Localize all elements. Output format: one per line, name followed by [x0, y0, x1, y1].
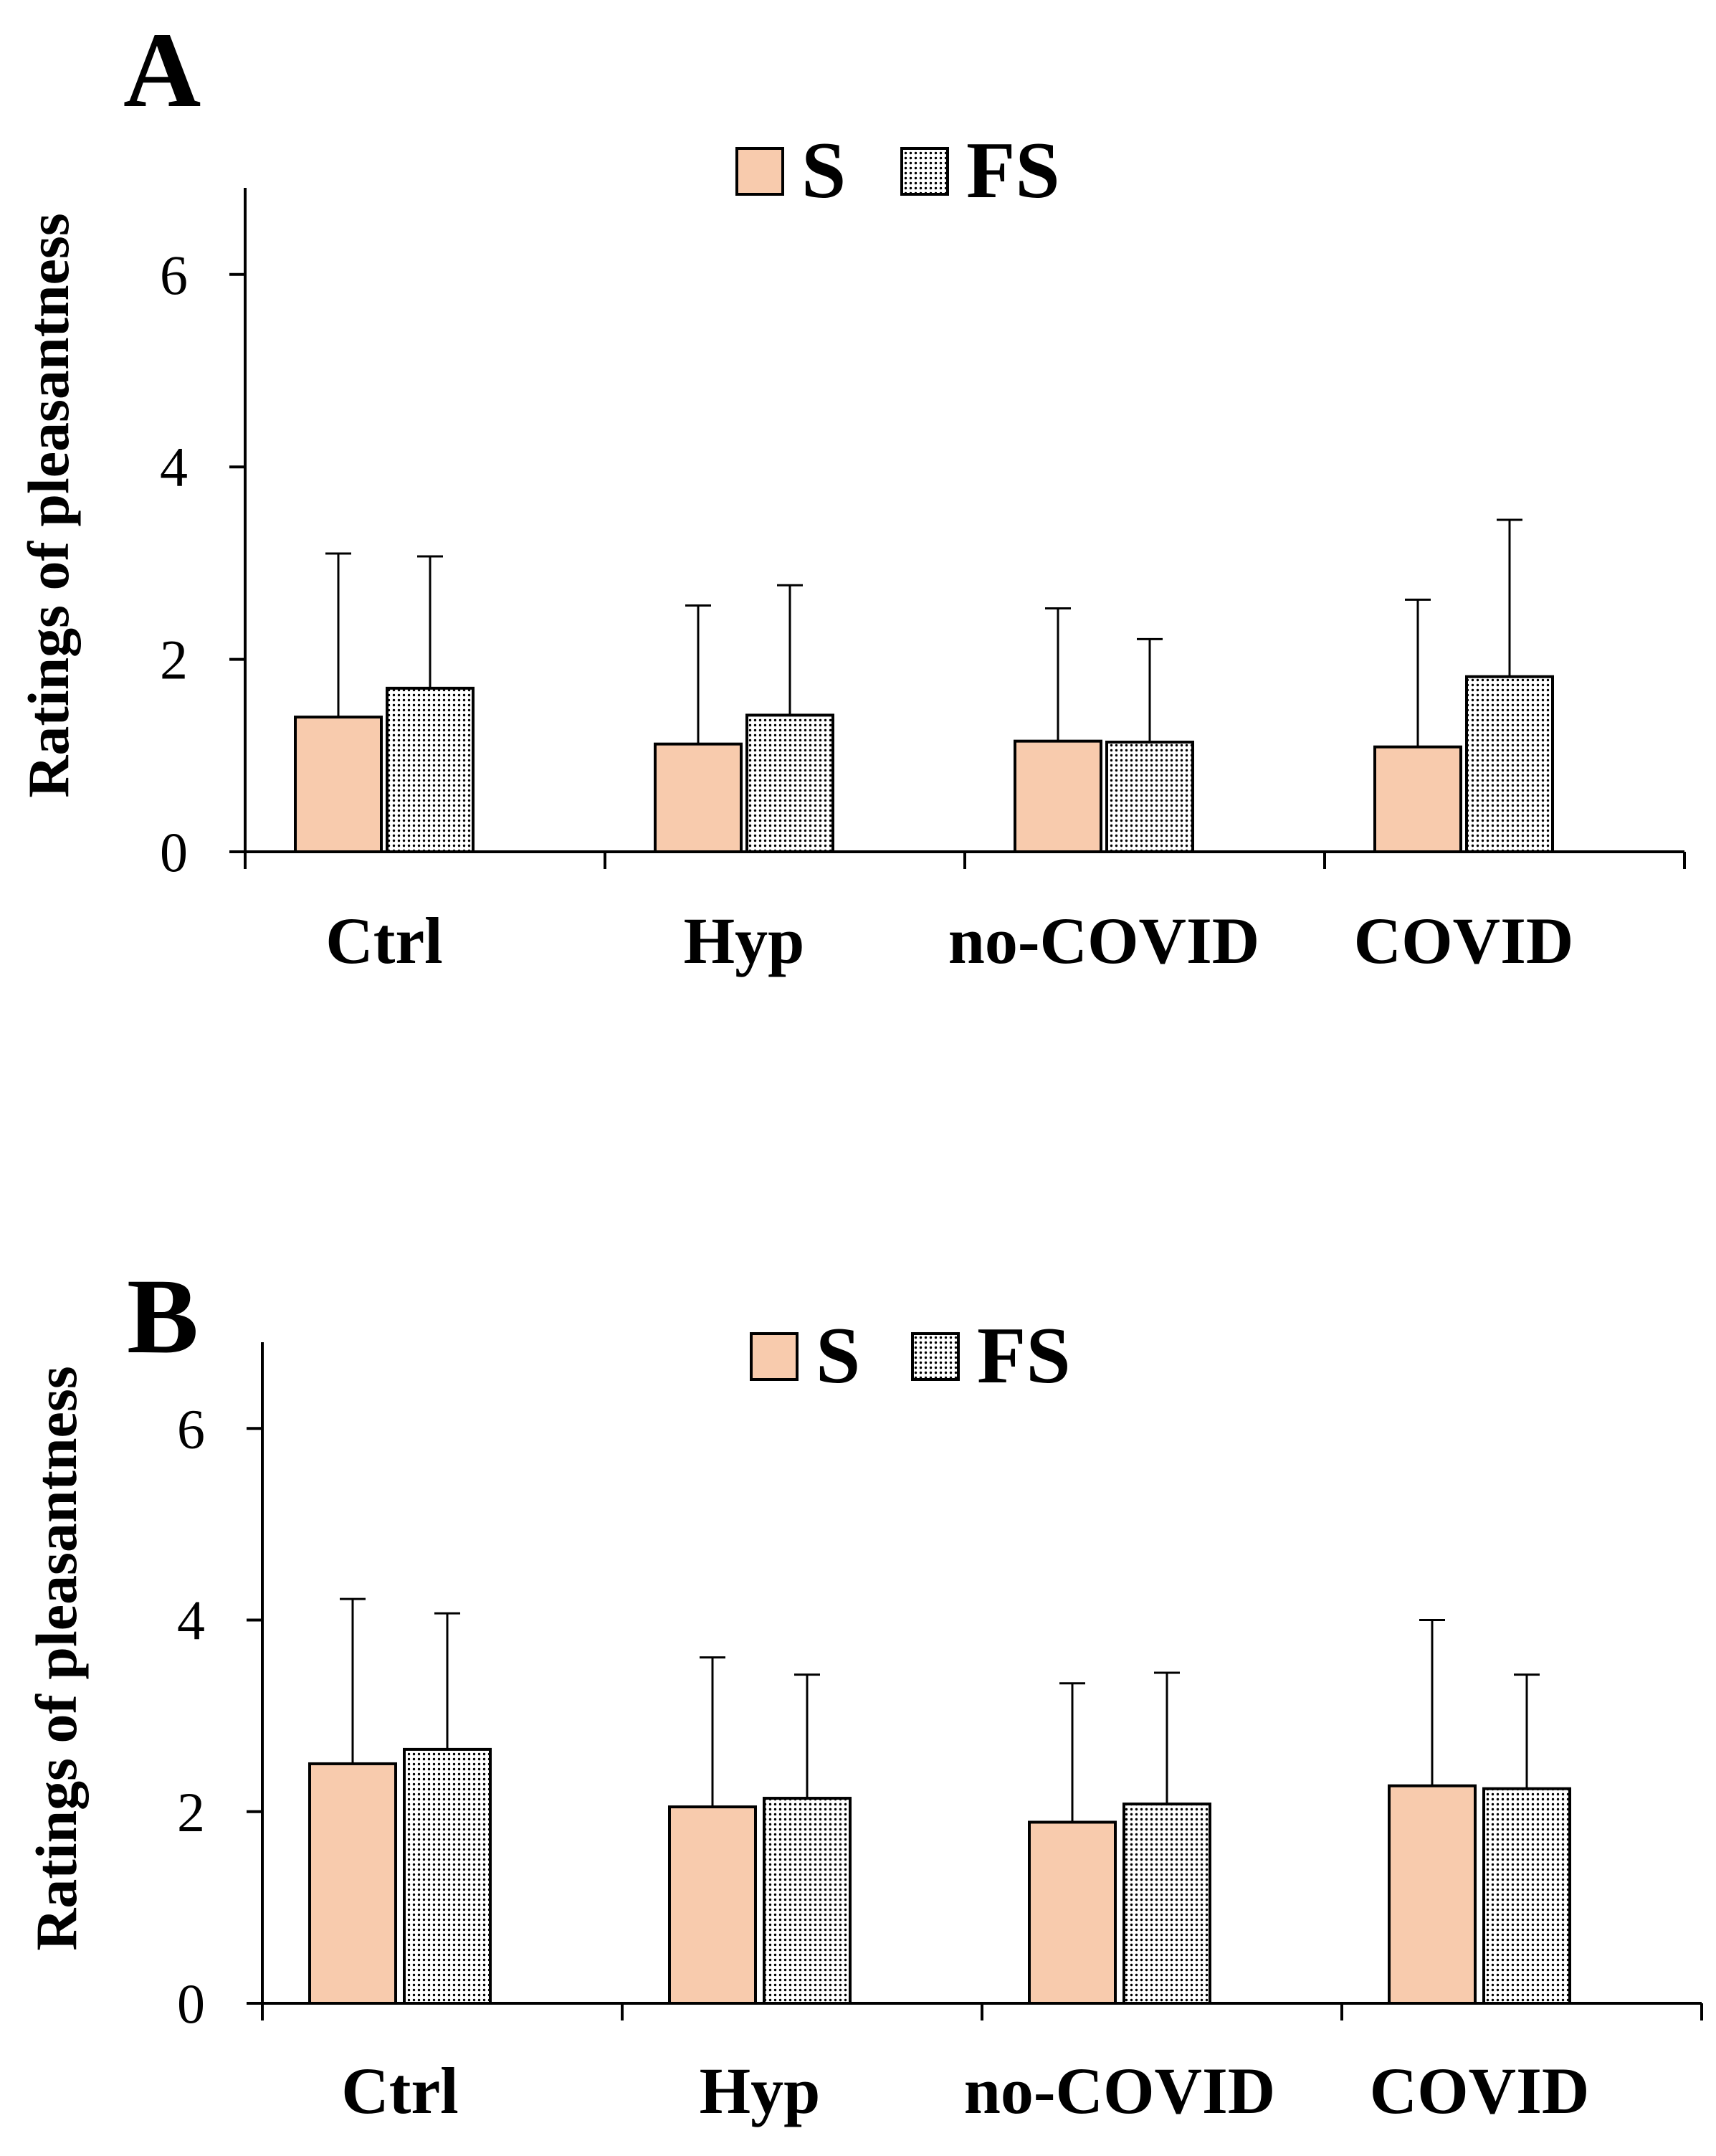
panel-label: A — [123, 11, 201, 130]
y-tick-label: 2 — [177, 1781, 205, 1843]
category-label: Hyp — [684, 904, 805, 977]
y-tick-label: 0 — [177, 1972, 205, 2035]
legend-s-swatch — [750, 1332, 799, 1381]
category-label: Ctrl — [341, 2054, 458, 2127]
category-label: no-COVID — [964, 2054, 1275, 2127]
category-label: Ctrl — [325, 904, 442, 977]
bar-s — [1028, 1820, 1117, 2005]
category-label: COVID — [1370, 2054, 1590, 2127]
panel-label: B — [127, 1257, 199, 1376]
legend-fs-swatch — [900, 147, 949, 196]
bar-fs — [1122, 1803, 1211, 2005]
bar-s — [668, 1805, 757, 2005]
y-tick-label: 4 — [177, 1590, 205, 1652]
bar-fs — [1482, 1787, 1571, 2005]
category-label: Hyp — [700, 2054, 821, 2127]
y-axis-label: Ratings of pleasantness — [16, 213, 81, 798]
bar-s — [308, 1762, 397, 2005]
y-tick-label: 2 — [160, 629, 188, 691]
y-tick-label: 0 — [160, 821, 188, 883]
bar-fs — [763, 1797, 852, 2005]
bar-fs — [1105, 741, 1194, 853]
bar-s — [294, 716, 383, 854]
legend-fs-swatch — [911, 1332, 960, 1381]
bar-fs — [745, 713, 834, 853]
bar-fs — [386, 686, 475, 854]
bar-s — [1014, 739, 1102, 853]
bar-fs — [1465, 675, 1554, 854]
legend-fs-label: FS — [966, 126, 1060, 215]
panel-a: A S FS Ratings of pleasantness 0 2 4 6 Ctrl Hyp no… — [16, 11, 1686, 977]
legend-fs-label: FS — [977, 1311, 1071, 1400]
category-label: no-COVID — [948, 904, 1259, 977]
legend-s-label: S — [816, 1311, 860, 1400]
bar-s — [1388, 1784, 1477, 2005]
y-tick-label: 6 — [160, 244, 188, 306]
bar-s — [654, 742, 743, 853]
legend-s-label: S — [801, 126, 846, 215]
y-tick-label: 6 — [177, 1397, 205, 1460]
y-tick-label: 4 — [160, 436, 188, 498]
bar-fs — [403, 1747, 492, 2005]
category-label: COVID — [1354, 904, 1574, 977]
legend-s-swatch — [735, 147, 784, 196]
y-axis-label: Ratings of pleasantness — [24, 1366, 89, 1951]
bar-s — [1373, 745, 1462, 854]
panel-b: B S FS Ratings of pleasantness 0 2 4 6 Ctrl Hyp no… — [24, 1257, 1703, 2127]
